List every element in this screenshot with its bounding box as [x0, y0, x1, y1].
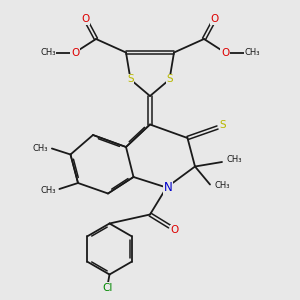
Text: CH₃: CH₃	[244, 48, 260, 57]
Text: O: O	[71, 47, 79, 58]
Text: S: S	[166, 74, 173, 85]
Text: CH₃: CH₃	[33, 144, 48, 153]
Text: S: S	[127, 74, 134, 85]
Text: S: S	[220, 119, 226, 130]
Text: CH₃: CH₃	[40, 186, 56, 195]
Text: N: N	[164, 181, 172, 194]
Text: CH₃: CH₃	[227, 155, 242, 164]
Text: O: O	[171, 225, 179, 235]
Text: Cl: Cl	[103, 283, 113, 293]
Text: CH₃: CH₃	[40, 48, 56, 57]
Text: O: O	[210, 14, 219, 25]
Text: O: O	[221, 47, 229, 58]
Text: O: O	[81, 14, 90, 25]
Text: CH₃: CH₃	[215, 182, 230, 190]
